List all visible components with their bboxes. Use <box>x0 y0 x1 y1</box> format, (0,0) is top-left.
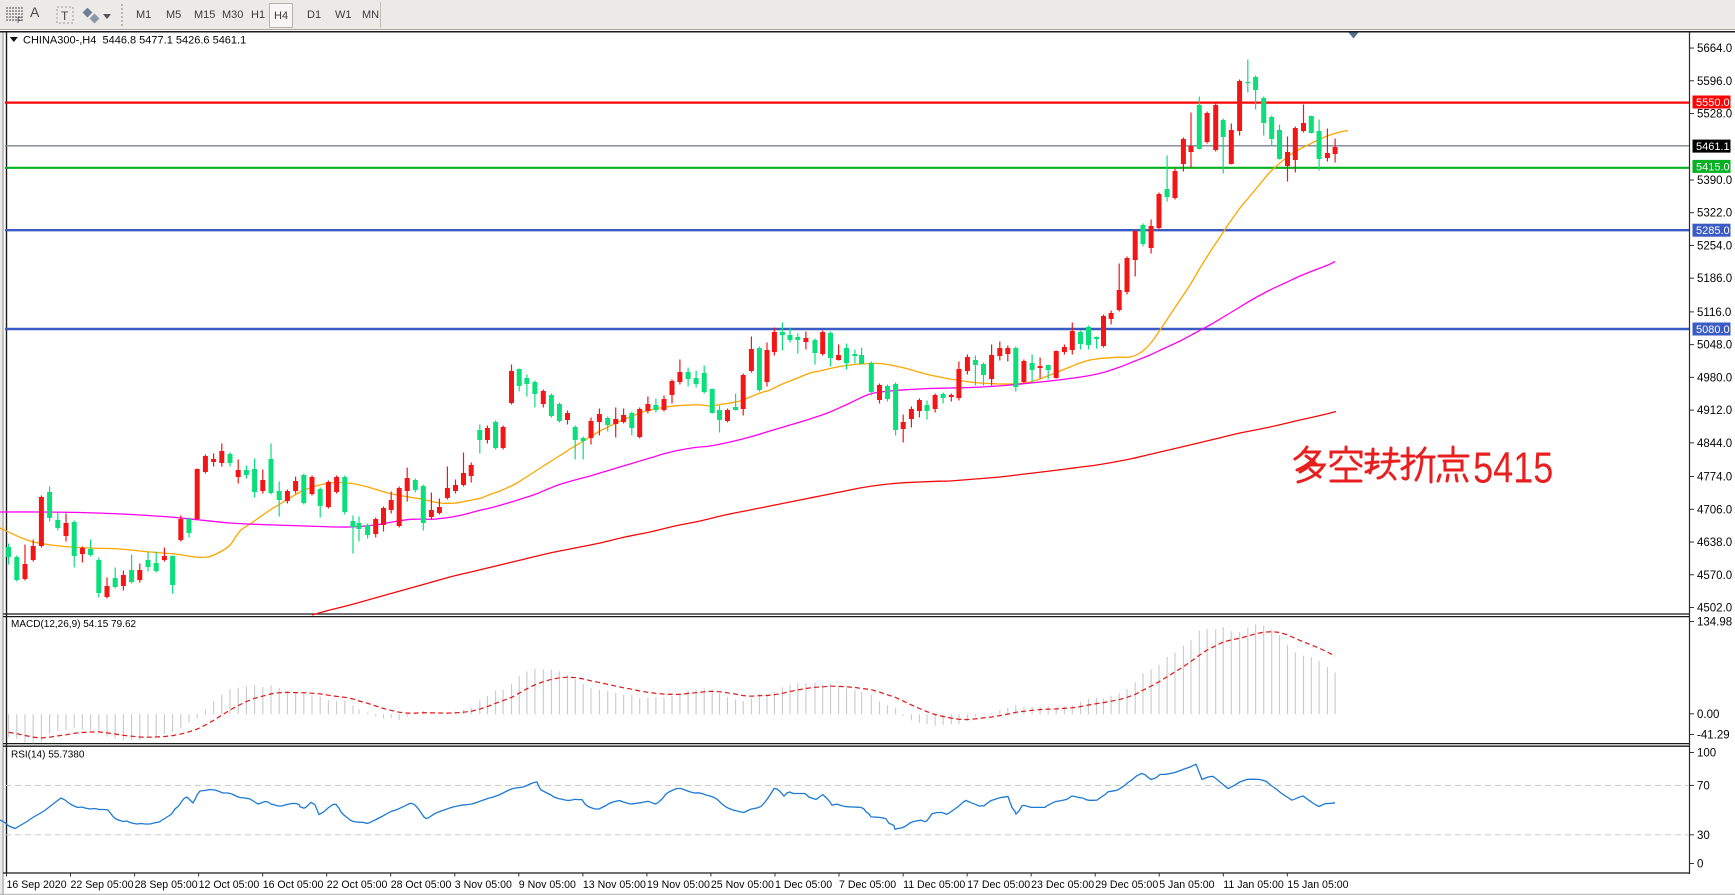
svg-text:MACD(12,26,9) 54.15 79.62: MACD(12,26,9) 54.15 79.62 <box>11 619 137 630</box>
svg-text:5080.0: 5080.0 <box>1696 324 1730 336</box>
svg-text:4570.0: 4570.0 <box>1697 570 1732 582</box>
svg-text:70: 70 <box>1697 780 1710 792</box>
svg-text:5461.1: 5461.1 <box>1696 141 1730 153</box>
svg-text:5415.0: 5415.0 <box>1696 161 1730 173</box>
svg-text:4638.0: 4638.0 <box>1697 537 1732 549</box>
svg-text:19 Nov 05:00: 19 Nov 05:00 <box>647 879 710 891</box>
svg-text:5116.0: 5116.0 <box>1697 307 1731 319</box>
svg-text:17 Dec 05:00: 17 Dec 05:00 <box>967 879 1030 891</box>
svg-text:5322.0: 5322.0 <box>1697 208 1732 220</box>
svg-text:9 Nov 05:00: 9 Nov 05:00 <box>519 879 576 891</box>
svg-text:5254.0: 5254.0 <box>1697 240 1732 252</box>
svg-text:11 Dec 05:00: 11 Dec 05:00 <box>903 879 965 891</box>
svg-text:11 Jan 05:00: 11 Jan 05:00 <box>1223 879 1284 891</box>
svg-text:30: 30 <box>1697 830 1710 842</box>
svg-text:1 Dec 05:00: 1 Dec 05:00 <box>775 879 832 891</box>
svg-text:3 Nov 05:00: 3 Nov 05:00 <box>455 879 512 891</box>
svg-text:16 Oct 05:00: 16 Oct 05:00 <box>263 879 324 891</box>
svg-text:15 Jan 05:00: 15 Jan 05:00 <box>1287 879 1348 891</box>
svg-text:-41.29: -41.29 <box>1697 730 1730 742</box>
svg-text:5664.0: 5664.0 <box>1697 43 1732 55</box>
svg-text:4844.0: 4844.0 <box>1697 438 1732 450</box>
svg-text:5285.0: 5285.0 <box>1696 225 1730 237</box>
svg-text:T: T <box>61 9 69 23</box>
svg-text:0.00: 0.00 <box>1697 709 1719 721</box>
svg-text:CHINA300-,H4 5446.8 5477.1 54: CHINA300-,H4 5446.8 5477.1 5426.6 5461.1 <box>23 35 246 47</box>
svg-text:134.98: 134.98 <box>1697 617 1732 629</box>
svg-text:28 Sep 05:00: 28 Sep 05:00 <box>135 879 198 891</box>
svg-text:25 Nov 05:00: 25 Nov 05:00 <box>711 879 774 891</box>
svg-text:100: 100 <box>1697 748 1716 760</box>
svg-text:23 Dec 05:00: 23 Dec 05:00 <box>1031 879 1094 891</box>
svg-text:F: F <box>17 16 22 24</box>
svg-text:RSI(14) 55.7380: RSI(14) 55.7380 <box>11 750 85 761</box>
svg-text:5390.0: 5390.0 <box>1697 175 1732 187</box>
svg-text:5 Jan 05:00: 5 Jan 05:00 <box>1159 879 1214 891</box>
svg-text:4502.0: 4502.0 <box>1697 603 1732 615</box>
svg-text:5048.0: 5048.0 <box>1697 340 1732 352</box>
svg-text:4774.0: 4774.0 <box>1697 472 1732 484</box>
svg-text:16 Sep 2020: 16 Sep 2020 <box>7 879 67 891</box>
svg-text:4912.0: 4912.0 <box>1697 405 1732 417</box>
svg-text:5550.0: 5550.0 <box>1696 97 1730 109</box>
svg-text:7 Dec 05:00: 7 Dec 05:00 <box>839 879 896 891</box>
svg-text:22 Sep 05:00: 22 Sep 05:00 <box>71 879 134 891</box>
svg-text:5415: 5415 <box>1473 443 1553 492</box>
svg-text:0: 0 <box>1697 859 1703 871</box>
svg-text:13 Nov 05:00: 13 Nov 05:00 <box>583 879 646 891</box>
svg-text:4706.0: 4706.0 <box>1697 504 1732 516</box>
svg-text:5596.0: 5596.0 <box>1697 76 1732 88</box>
svg-text:12 Oct 05:00: 12 Oct 05:00 <box>199 879 260 891</box>
svg-text:29 Dec 05:00: 29 Dec 05:00 <box>1095 879 1158 891</box>
svg-text:4980.0: 4980.0 <box>1697 372 1732 384</box>
svg-text:5186.0: 5186.0 <box>1697 273 1732 285</box>
svg-text:5528.0: 5528.0 <box>1697 109 1732 121</box>
svg-text:28 Oct 05:00: 28 Oct 05:00 <box>391 879 452 891</box>
svg-text:22 Oct 05:00: 22 Oct 05:00 <box>327 879 388 891</box>
